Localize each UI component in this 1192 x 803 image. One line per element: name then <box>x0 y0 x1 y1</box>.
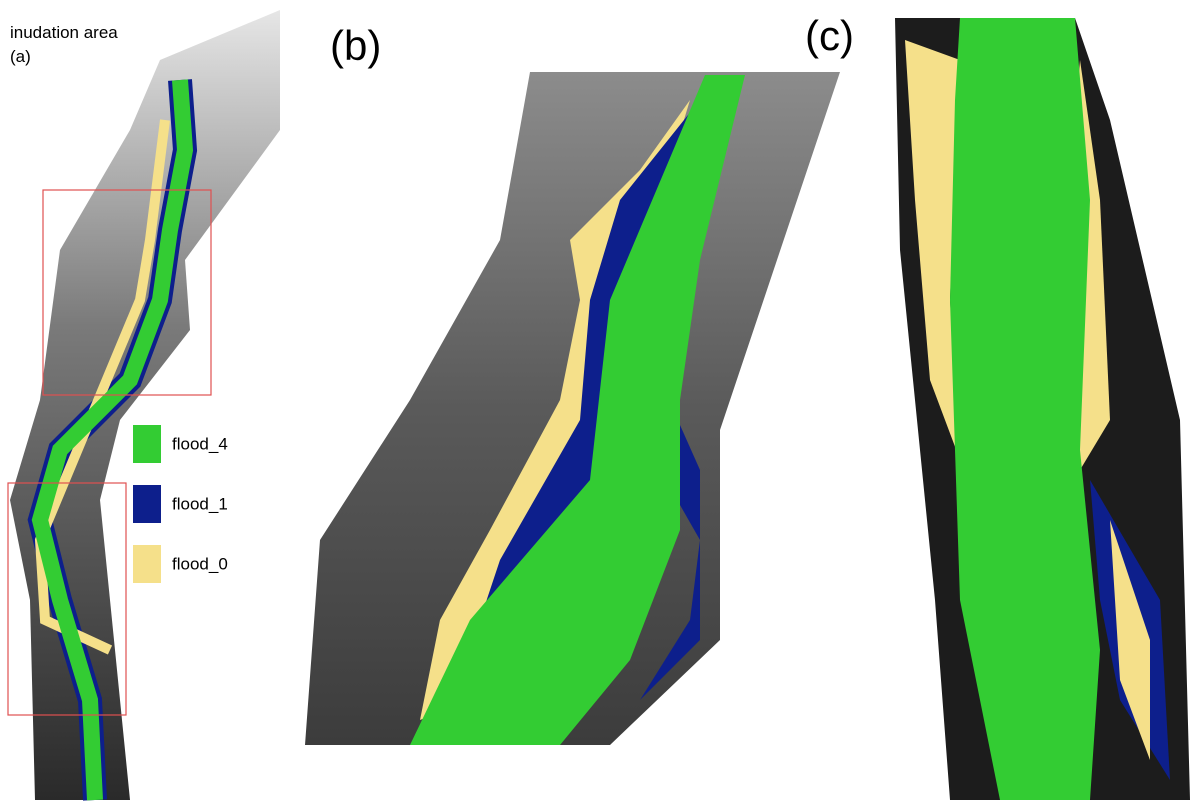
legend-label: flood_0 <box>172 554 228 573</box>
legend-swatch <box>133 485 161 523</box>
panel-c-map <box>895 18 1190 800</box>
map-title: inudation area <box>10 23 118 42</box>
legend-swatch <box>133 545 161 583</box>
panel-a-map <box>8 10 280 800</box>
panel-label: (b) <box>330 22 381 69</box>
legend: flood_4 flood_1 flood_0 <box>133 425 228 583</box>
legend-swatch <box>133 425 161 463</box>
panel-b-map <box>305 72 840 745</box>
panel-label: (c) <box>805 12 854 59</box>
panel-label: (a) <box>10 47 31 66</box>
legend-label: flood_1 <box>172 494 228 513</box>
figure: inudation area (a) (b) (c) flood_4flood_… <box>0 0 1192 803</box>
legend-label: flood_4 <box>172 434 228 453</box>
